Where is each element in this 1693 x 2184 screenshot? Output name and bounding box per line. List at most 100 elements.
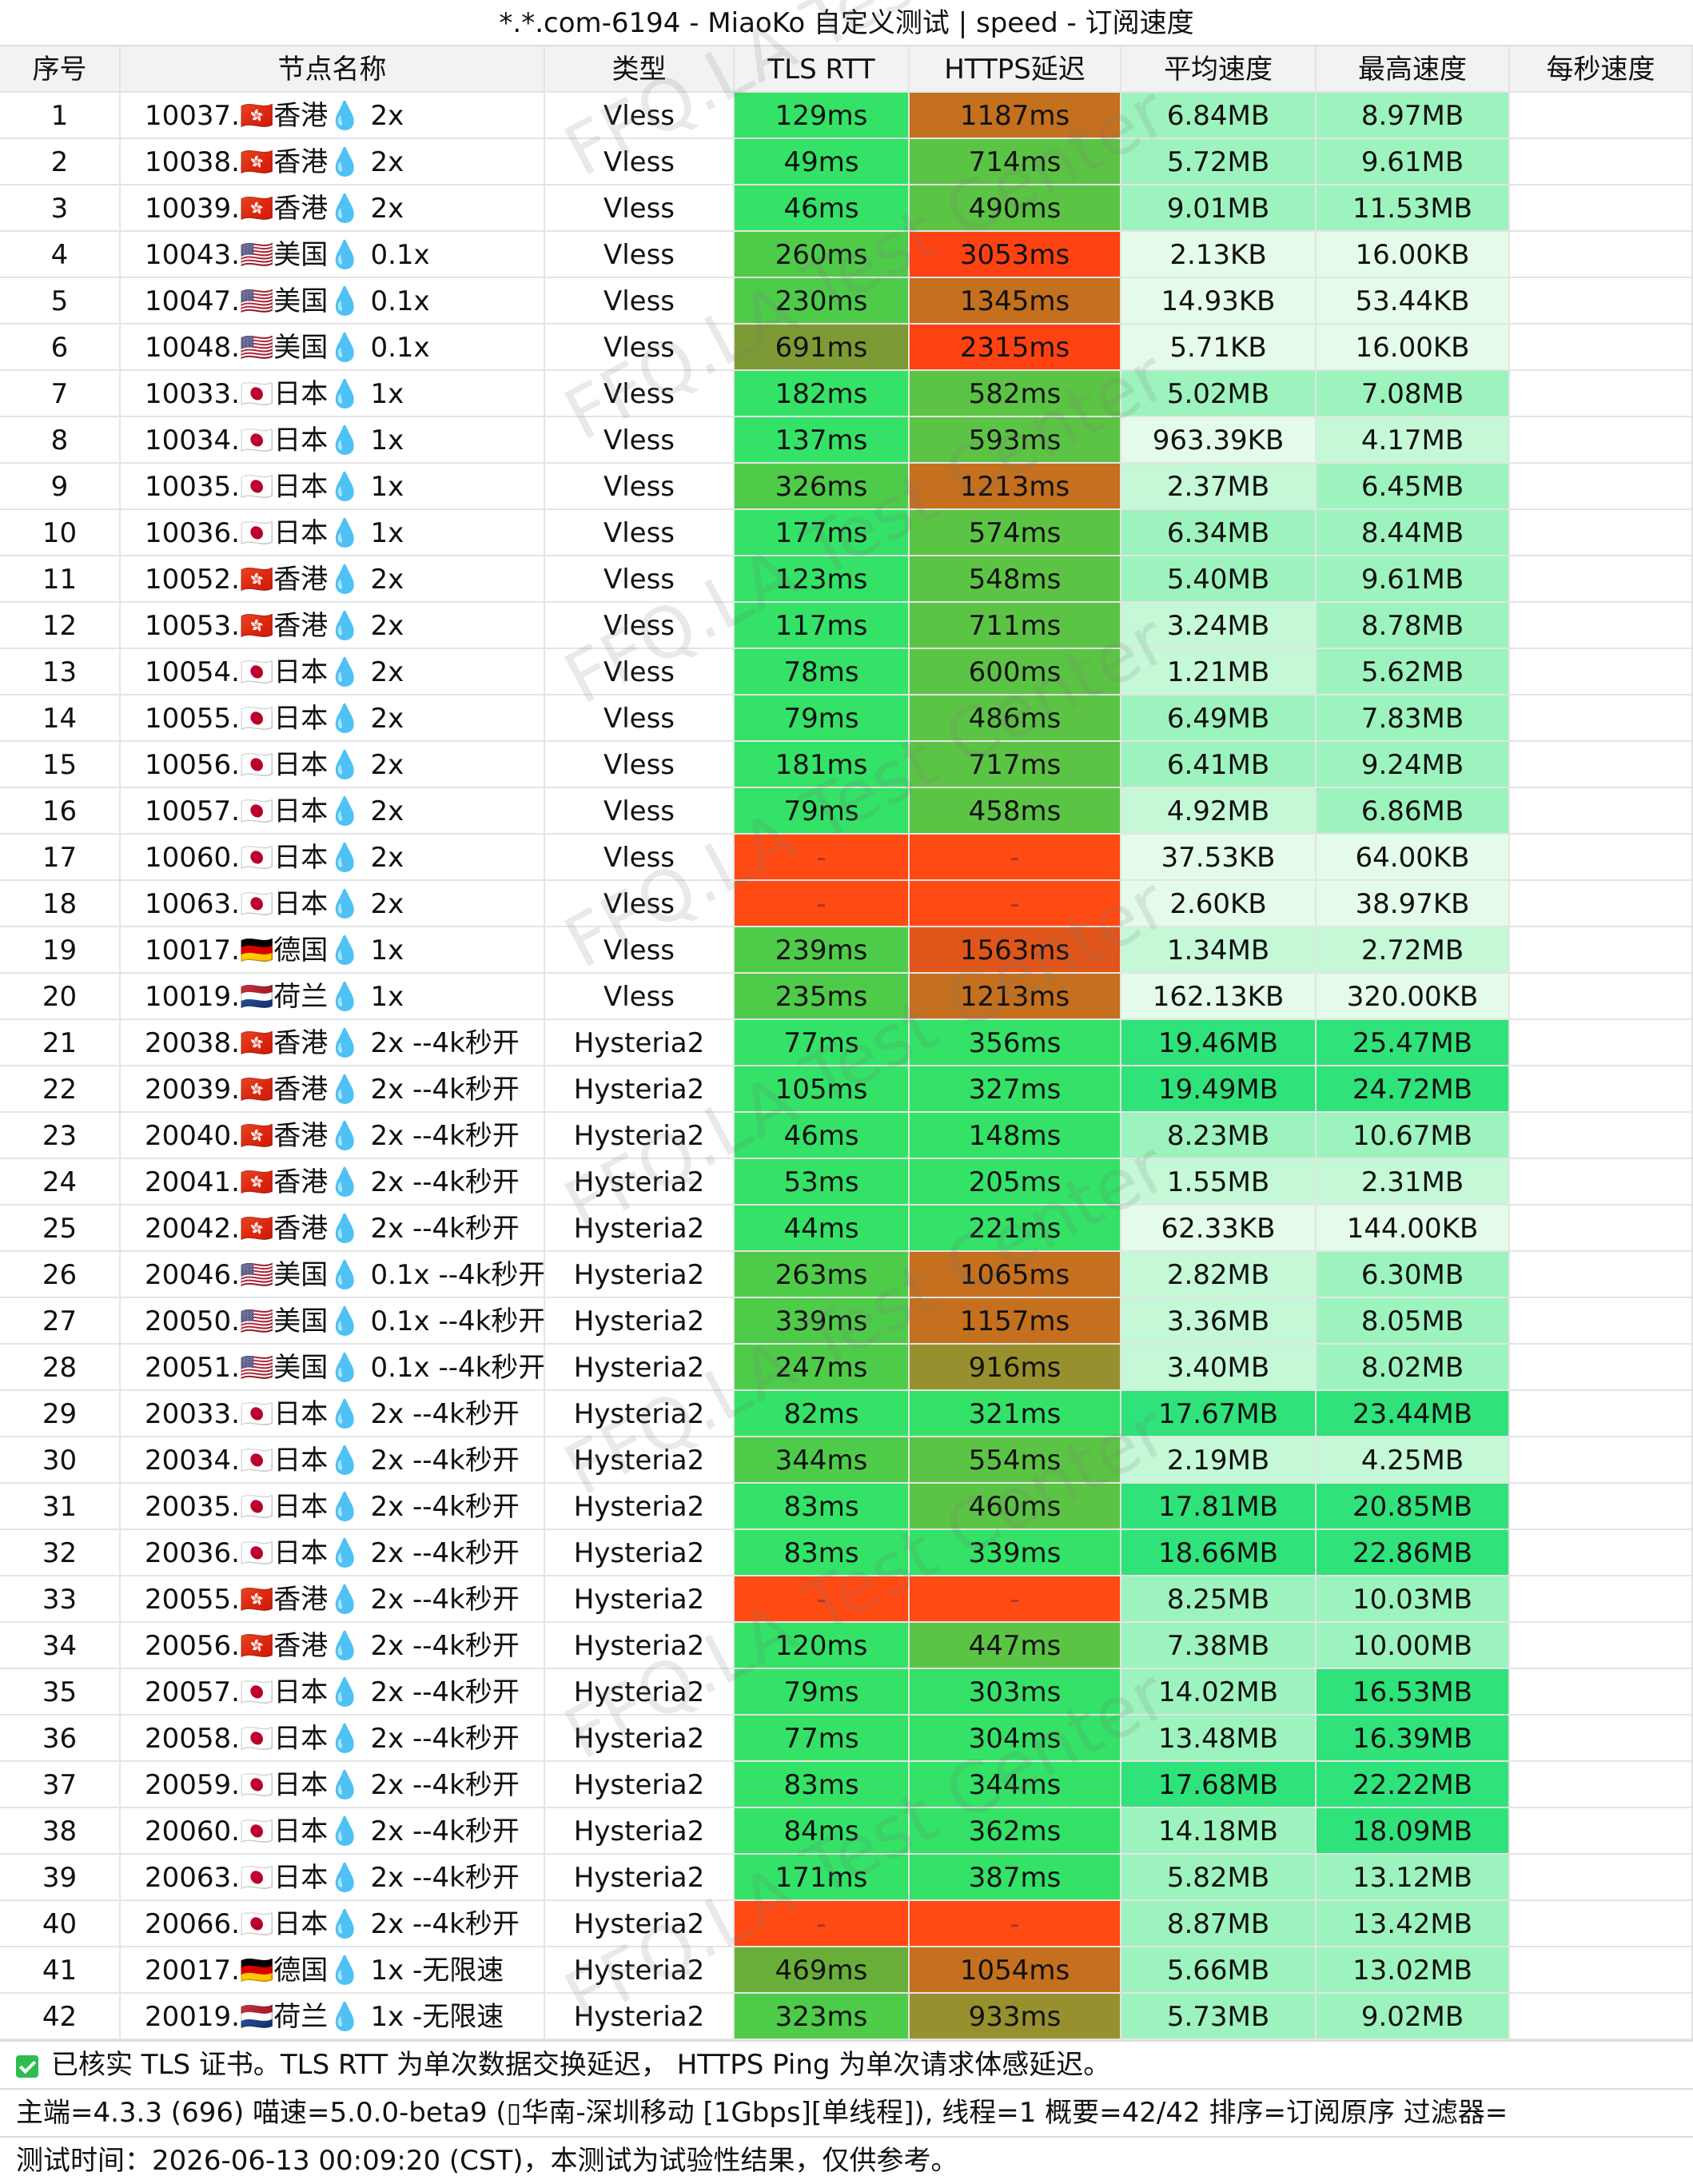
table-cell: 20019.🇳🇱荷兰💧 1x -无限速: [121, 1994, 545, 2040]
sparkline-cell: [1510, 1623, 1693, 1669]
table-cell: 32: [0, 1530, 121, 1576]
table-cell: 326ms: [735, 464, 910, 510]
table-cell: Hysteria2: [545, 1576, 735, 1623]
table-cell: 9.61MB: [1317, 139, 1510, 185]
sparkline-cell: [1510, 232, 1693, 278]
table-cell: 582ms: [910, 371, 1121, 417]
sparkline-cell: [1510, 278, 1693, 325]
column-header: 平均速度: [1121, 46, 1317, 93]
table-cell: 1065ms: [910, 1252, 1121, 1298]
sparkline-cell: [1510, 1855, 1693, 1901]
table-cell: 5.62MB: [1317, 649, 1510, 695]
table-cell: 20036.🇯🇵日本💧 2x --4k秒开: [121, 1530, 545, 1576]
table-cell: 11: [0, 556, 121, 603]
table-cell: 117ms: [735, 603, 910, 649]
table-cell: 8.23MB: [1121, 1113, 1317, 1159]
table-cell: 5.66MB: [1121, 1947, 1317, 1994]
table-cell: 5.73MB: [1121, 1994, 1317, 2040]
table-cell: 20041.🇭🇰香港💧 2x --4k秒开: [121, 1159, 545, 1206]
table-row: 7 10033.🇯🇵日本💧 1x Vless 182ms 582ms 5.02MB 7.08…: [0, 371, 1693, 417]
table-cell: 83ms: [735, 1530, 910, 1576]
table-cell: 239ms: [735, 927, 910, 974]
table-cell: 574ms: [910, 510, 1121, 556]
column-header: TLS RTT: [735, 46, 910, 93]
table-row: 33 20055.🇭🇰香港💧 2x --4k秒开 Hysteria2- -8.25MB…: [0, 1576, 1693, 1623]
table-cell: 22: [0, 1066, 121, 1113]
table-cell: 8.78MB: [1317, 603, 1510, 649]
table-cell: 177ms: [735, 510, 910, 556]
table-cell: Hysteria2: [545, 1808, 735, 1855]
table-cell: 129ms: [735, 93, 910, 139]
table-cell: 10035.🇯🇵日本💧 1x: [121, 464, 545, 510]
table-cell: 6.86MB: [1317, 788, 1510, 835]
table-cell: 20063.🇯🇵日本💧 2x --4k秒开: [121, 1855, 545, 1901]
table-cell: 230ms: [735, 278, 910, 325]
table-cell: Vless: [545, 556, 735, 603]
table-row: 17 10060.🇯🇵日本💧 2x Vless - -37.53KB 64.00KB: [0, 835, 1693, 881]
table-cell: 10063.🇯🇵日本💧 2x: [121, 881, 545, 927]
table-cell: 20059.🇯🇵日本💧 2x --4k秒开: [121, 1762, 545, 1808]
table-cell: 25.47MB: [1317, 1020, 1510, 1066]
table-row: 35 20057.🇯🇵日本💧 2x --4k秒开 Hysteria2 79ms 303m…: [0, 1669, 1693, 1716]
table-cell: 105ms: [735, 1066, 910, 1113]
sparkline-cell: [1510, 1530, 1693, 1576]
table-row: 13 10054.🇯🇵日本💧 2x Vless 78ms 600ms 1.21MB 5.62…: [0, 649, 1693, 695]
table-cell: 1: [0, 93, 121, 139]
table-cell: 20056.🇭🇰香港💧 2x --4k秒开: [121, 1623, 545, 1669]
table-cell: 1187ms: [910, 93, 1121, 139]
table-cell: 4: [0, 232, 121, 278]
table-cell: 916ms: [910, 1345, 1121, 1391]
table-cell: 14: [0, 695, 121, 742]
table-cell: 6.30MB: [1317, 1252, 1510, 1298]
table-cell: 1157ms: [910, 1298, 1121, 1345]
table-cell: 10047.🇺🇸美国💧 0.1x: [121, 278, 545, 325]
table-cell: 10.00MB: [1317, 1623, 1510, 1669]
table-row: 22 20039.🇭🇰香港💧 2x --4k秒开 Hysteria2 105ms 327…: [0, 1066, 1693, 1113]
table-cell: 344ms: [910, 1762, 1121, 1808]
table-cell: 1563ms: [910, 927, 1121, 974]
table-cell: 7: [0, 371, 121, 417]
table-cell: 49ms: [735, 139, 910, 185]
table-cell: 2.37MB: [1121, 464, 1317, 510]
table-cell: 24: [0, 1159, 121, 1206]
table-cell: 16.39MB: [1317, 1716, 1510, 1762]
table-cell: 339ms: [910, 1530, 1121, 1576]
table-cell: 3053ms: [910, 232, 1121, 278]
table-cell: 13: [0, 649, 121, 695]
table-cell: 5: [0, 278, 121, 325]
table-cell: 79ms: [735, 695, 910, 742]
table-row: 26 20046.🇺🇸美国💧 0.1x --4k秒开 Hysteria2 263ms 1…: [0, 1252, 1693, 1298]
table-cell: 79ms: [735, 1669, 910, 1716]
table-cell: 260ms: [735, 232, 910, 278]
footer-line: 测试时间：2026-06-13 00:09:20 (CST)，本测试为试验性结果…: [0, 2136, 1693, 2184]
column-header: 每秒速度: [1510, 46, 1693, 93]
table-cell: -: [910, 881, 1121, 927]
table-cell: 17.81MB: [1121, 1484, 1317, 1530]
table-cell: 1054ms: [910, 1947, 1121, 1994]
table-cell: 120ms: [735, 1623, 910, 1669]
table-row: 5 10047.🇺🇸美国💧 0.1x Vless 230ms 1345ms 14.93KB…: [0, 278, 1693, 325]
table-cell: Hysteria2: [545, 1066, 735, 1113]
table-cell: 6.45MB: [1317, 464, 1510, 510]
table-cell: 9: [0, 464, 121, 510]
table-cell: 304ms: [910, 1716, 1121, 1762]
sparkline-cell: [1510, 371, 1693, 417]
table-row: 2 10038.🇭🇰香港💧 2x Vless 49ms 714ms 5.72MB 9.61M…: [0, 139, 1693, 185]
sparkline-cell: [1510, 1391, 1693, 1437]
table-cell: Hysteria2: [545, 1901, 735, 1947]
table-cell: 10038.🇭🇰香港💧 2x: [121, 139, 545, 185]
table-cell: 144.00KB: [1317, 1206, 1510, 1252]
table-cell: 20057.🇯🇵日本💧 2x --4k秒开: [121, 1669, 545, 1716]
table-cell: 323ms: [735, 1994, 910, 2040]
sparkline-cell: [1510, 1113, 1693, 1159]
table-cell: 2.19MB: [1121, 1437, 1317, 1484]
table-cell: 82ms: [735, 1391, 910, 1437]
table-cell: Hysteria2: [545, 1252, 735, 1298]
table-cell: Hysteria2: [545, 1484, 735, 1530]
table-cell: 20060.🇯🇵日本💧 2x --4k秒开: [121, 1808, 545, 1855]
table-cell: 17.67MB: [1121, 1391, 1317, 1437]
sparkline-cell: [1510, 417, 1693, 464]
table-cell: 247ms: [735, 1345, 910, 1391]
table-cell: 447ms: [910, 1623, 1121, 1669]
